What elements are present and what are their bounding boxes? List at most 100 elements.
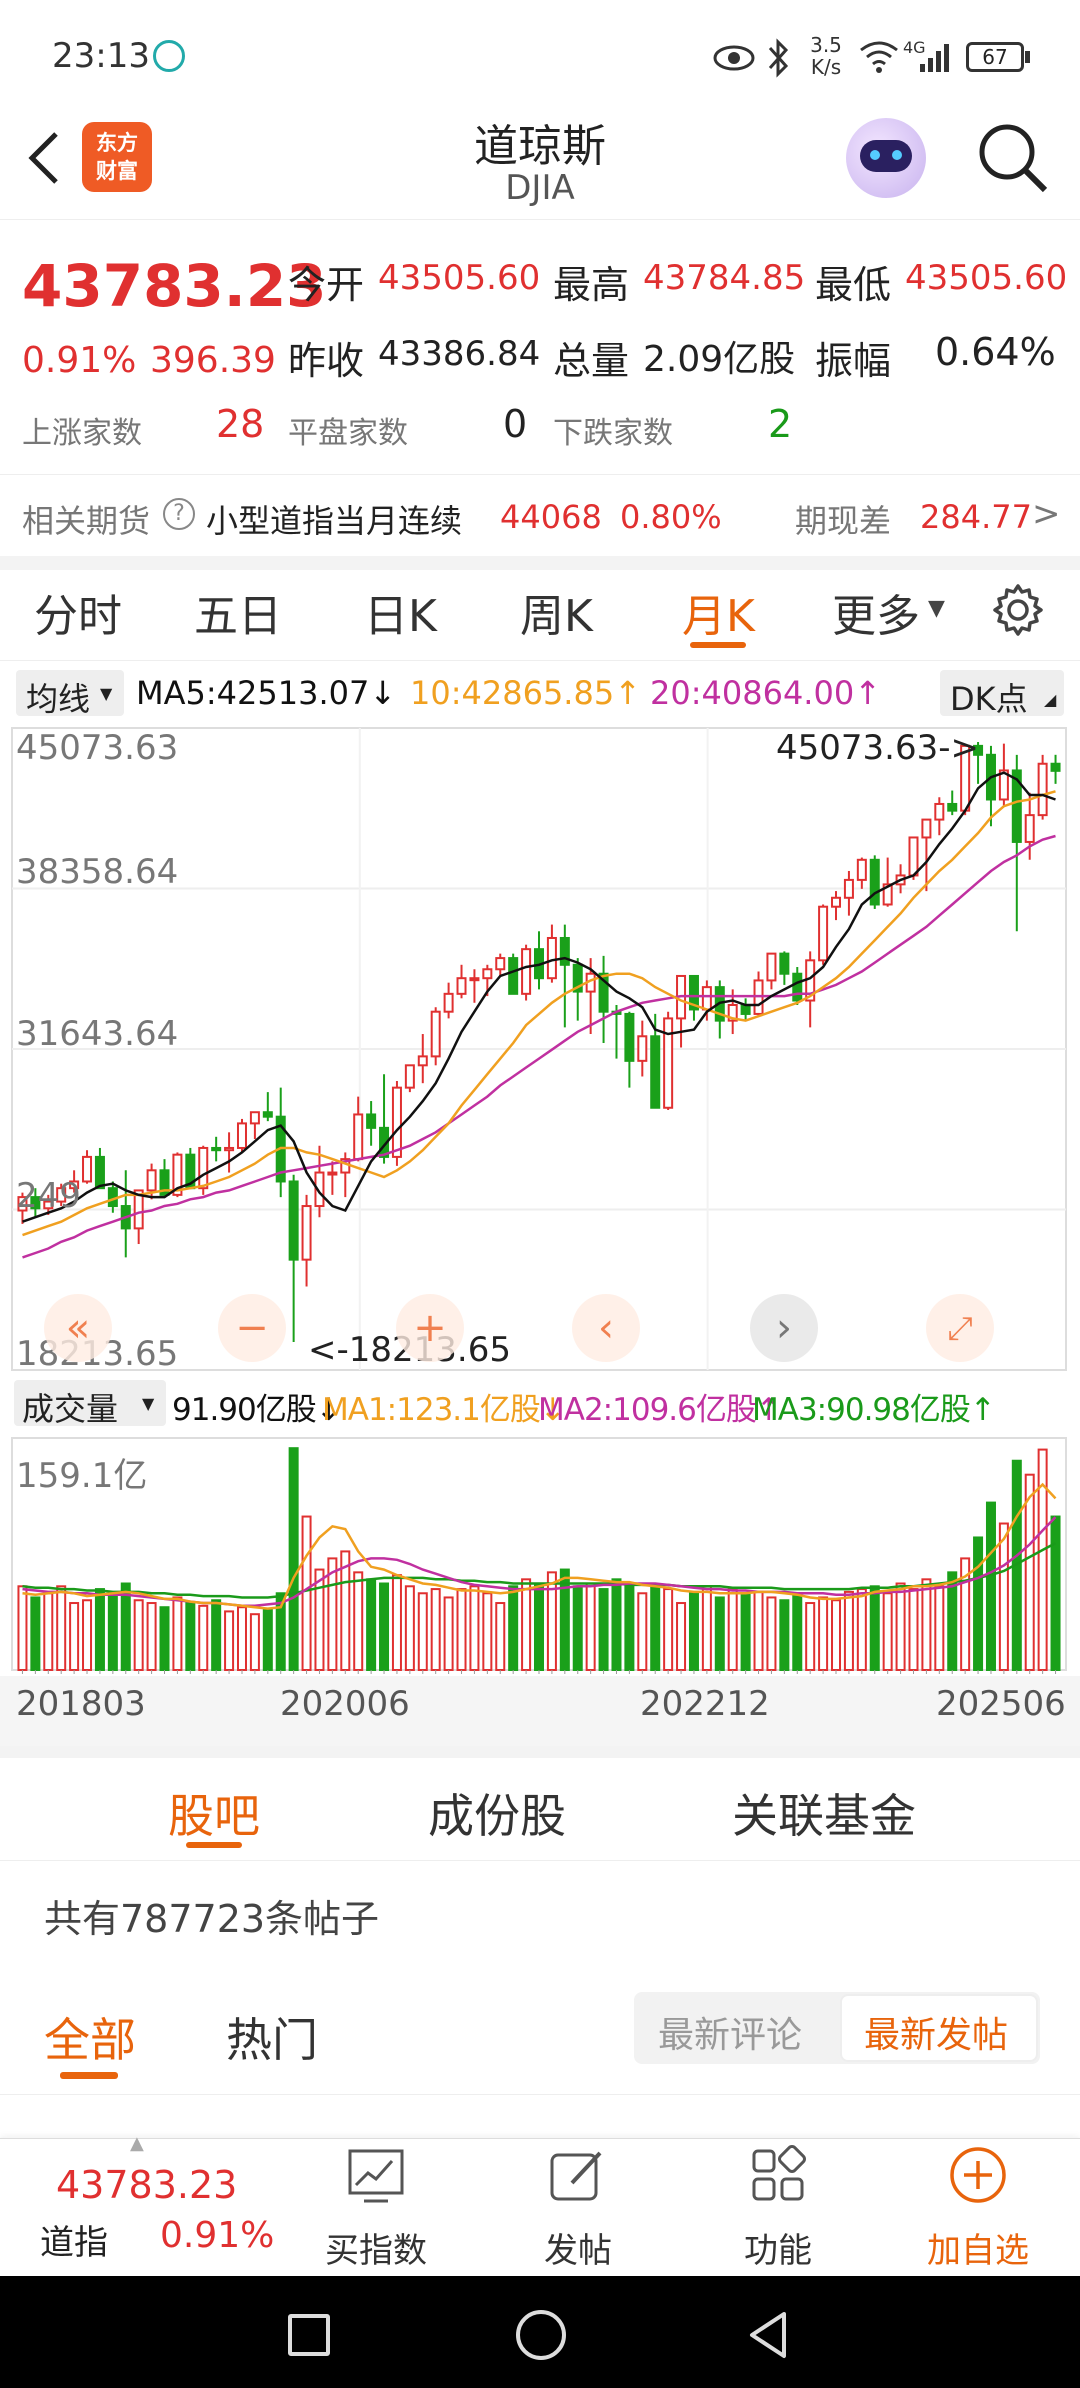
- tab-more[interactable]: 更多: [832, 591, 920, 642]
- functions-button[interactable]: 功能: [744, 2231, 812, 2271]
- sort-latest-comment[interactable]: 最新评论: [658, 2015, 803, 2056]
- volume-bar: [443, 1596, 454, 1671]
- candle: [82, 1155, 93, 1183]
- candle: [443, 992, 454, 1013]
- back-nav-icon[interactable]: [744, 2310, 794, 2360]
- x-axis: [0, 1676, 1080, 1756]
- kline-chart[interactable]: [0, 724, 1080, 1374]
- tab-intraday[interactable]: 分时: [34, 591, 122, 642]
- add-circle-icon[interactable]: [946, 2143, 1010, 2207]
- chart-trend-icon[interactable]: [344, 2145, 408, 2205]
- down-count: 2: [768, 402, 793, 446]
- candle: [947, 802, 958, 812]
- eye-icon: [713, 45, 755, 71]
- volume-bar: [611, 1578, 622, 1671]
- volume-bar: [224, 1610, 235, 1672]
- edit-post-icon[interactable]: [546, 2145, 610, 2205]
- dk-point-select[interactable]: DK点 ◢: [940, 670, 1064, 718]
- status-bar: 23:13 3.5 K/s 4G 67: [0, 0, 1080, 110]
- corner-icon: ◢: [1044, 690, 1057, 709]
- volume-bar: [198, 1604, 209, 1671]
- volume-bar: [546, 1571, 557, 1671]
- candle: [998, 769, 1009, 801]
- tab-daily-k[interactable]: 日K: [364, 591, 437, 642]
- candle: [314, 1171, 325, 1208]
- scroll-to-start-button[interactable]: «: [44, 1294, 112, 1362]
- volume-bar: [249, 1613, 260, 1671]
- volume-bar: [740, 1593, 751, 1672]
- volume-bar: [133, 1599, 144, 1672]
- ma5-line: [22, 771, 1056, 1223]
- zoom-in-button[interactable]: +: [396, 1294, 464, 1362]
- battery-icon: 67: [966, 42, 1024, 72]
- volume-bar: [94, 1588, 105, 1672]
- volume-chart[interactable]: [0, 1434, 1080, 1674]
- page-title: 道琼斯: [474, 121, 606, 172]
- ma5-value: MA5:42513.07↓: [136, 674, 397, 712]
- candle: [973, 744, 984, 756]
- apps-grid-icon[interactable]: [748, 2145, 812, 2205]
- sort-latest-post[interactable]: 最新发帖: [840, 1994, 1038, 2062]
- post-button[interactable]: 发帖: [544, 2231, 612, 2271]
- page-subtitle: DJIA: [505, 168, 575, 208]
- tab-related-funds[interactable]: 关联基金: [732, 1789, 916, 1843]
- prev-close-label: 昨收: [288, 339, 365, 383]
- fullscreen-icon[interactable]: ⤢: [926, 1294, 994, 1362]
- futures-row[interactable]: 相关期货 ? 小型道指当月连续 44068 0.80% 期现差 284.77 >: [0, 476, 1080, 556]
- candle: [198, 1146, 209, 1190]
- volume-bar: [508, 1585, 519, 1671]
- tab-weekly-k[interactable]: 周K: [520, 591, 593, 642]
- home-icon[interactable]: [516, 2310, 566, 2360]
- candle: [236, 1122, 247, 1149]
- filter-hot[interactable]: 热门: [226, 2013, 318, 2067]
- candle: [146, 1169, 157, 1192]
- ma-select[interactable]: 均线 ▼: [16, 670, 124, 718]
- wifi-icon: [860, 41, 898, 73]
- filter-all[interactable]: 全部: [44, 2013, 136, 2067]
- battery-level: 67: [982, 45, 1008, 69]
- last-price: 43783.23: [22, 252, 327, 320]
- robot-assistant-icon[interactable]: [846, 118, 926, 198]
- caret-up-icon: ▲: [130, 2133, 144, 2154]
- volume-select[interactable]: 成交量 ▼: [14, 1380, 166, 1428]
- tab-five-day[interactable]: 五日: [194, 591, 282, 642]
- recent-apps-icon[interactable]: [288, 2314, 330, 2356]
- zoom-out-button[interactable]: −: [218, 1294, 286, 1362]
- search-icon[interactable]: [975, 120, 1051, 196]
- candle: [1037, 762, 1048, 817]
- add-watchlist-button[interactable]: 加自选: [927, 2231, 1029, 2271]
- volume-bar: [185, 1602, 196, 1671]
- volume-bar: [82, 1599, 93, 1672]
- active-filter-indicator: [60, 2072, 118, 2079]
- ma10-line: [22, 790, 1056, 1237]
- buy-index-button[interactable]: 买指数: [325, 2231, 427, 2271]
- candle: [288, 1180, 299, 1261]
- help-icon[interactable]: ?: [163, 498, 195, 530]
- scroll-left-button[interactable]: ‹: [572, 1294, 640, 1362]
- candle: [637, 1035, 648, 1062]
- candle: [224, 1146, 235, 1152]
- candle: [1011, 769, 1022, 843]
- back-icon[interactable]: [24, 128, 64, 188]
- volume-bar: [1037, 1448, 1048, 1672]
- up-count-label: 上涨家数: [22, 416, 142, 451]
- y-tick-max: 45073.63: [16, 728, 179, 768]
- caret-down-icon: ▼: [142, 1394, 155, 1413]
- tab-monthly-k[interactable]: 月K: [682, 591, 755, 642]
- volume-bar: [637, 1592, 648, 1671]
- vol-ma1-line: [22, 1482, 1057, 1610]
- caret-down-icon: ▼: [928, 596, 945, 621]
- x-tick-1: 201803: [16, 1684, 146, 1724]
- candle: [869, 858, 880, 906]
- volume-bar: [1050, 1515, 1061, 1671]
- candle: [559, 936, 570, 966]
- futures-label: 相关期货: [22, 502, 151, 540]
- volume-bar: [779, 1599, 790, 1672]
- tab-constituents[interactable]: 成份股: [428, 1789, 566, 1843]
- scroll-right-button[interactable]: ›: [750, 1294, 818, 1362]
- tab-stock-forum[interactable]: 股吧: [168, 1789, 260, 1843]
- volume-bar: [688, 1592, 699, 1671]
- settings-gear-icon[interactable]: [990, 582, 1046, 638]
- post-count: 共有787723条帖子: [44, 1897, 380, 1941]
- candle: [1050, 762, 1061, 772]
